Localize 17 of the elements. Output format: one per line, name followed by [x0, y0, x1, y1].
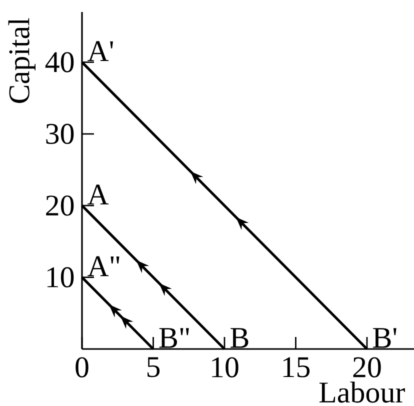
y-tick-label: 20	[46, 195, 74, 216]
annotation: B'	[373, 328, 396, 348]
annotation: A"	[87, 256, 120, 276]
y-tick-label: 10	[47, 267, 74, 288]
annotation: B	[230, 328, 248, 348]
y-axis-title: Capital	[8, 18, 36, 103]
x-tick-label: 5	[147, 357, 160, 378]
x-tick-label: 0	[76, 357, 88, 378]
annotation: A'	[87, 41, 113, 61]
x-tick-label: 10	[212, 357, 238, 378]
annotation: A	[87, 184, 109, 204]
x-tick-label: 15	[283, 357, 310, 378]
y-tick-label: 40	[45, 52, 74, 72]
x-axis-title: Labour	[319, 382, 405, 403]
y-tick-label: 30	[46, 124, 74, 144]
annotation: B"	[159, 328, 189, 348]
x-tick-label: 20	[353, 357, 381, 378]
